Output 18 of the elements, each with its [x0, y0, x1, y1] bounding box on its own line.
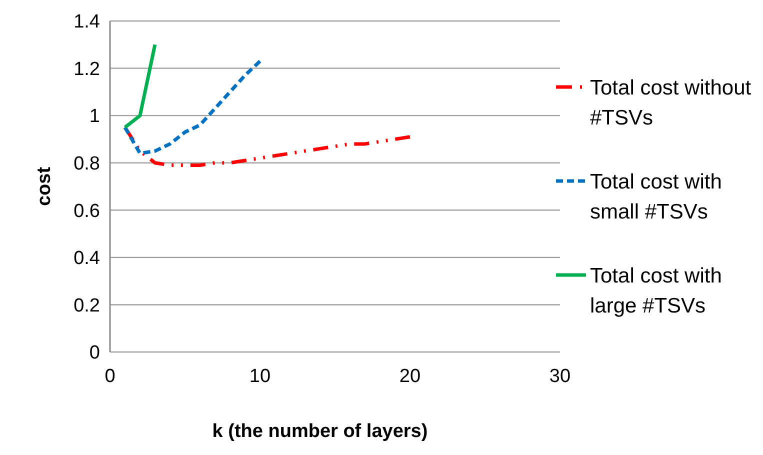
y-axis-title: cost	[34, 166, 55, 206]
legend-label: Total cost with large #TSVs	[590, 264, 722, 318]
y-tick-label: 0.4	[74, 248, 100, 270]
line-series	[123, 59, 262, 156]
y-tick-label: 0.2	[74, 295, 100, 316]
y-tick-label: 1.2	[74, 58, 100, 80]
y-tick-label: 1	[89, 106, 100, 128]
y-tick-label: 0.6	[74, 200, 100, 222]
y-tick-label: 1.4	[74, 12, 100, 33]
x-axis-title: k (the number of layers)	[212, 421, 428, 442]
x-tick-label: 0	[104, 366, 116, 387]
y-tick-label: 0.8	[74, 154, 100, 175]
x-tick-label: 30	[549, 366, 571, 387]
y-tick-label: 0	[89, 342, 100, 364]
x-tick-label: 20	[399, 366, 421, 387]
x-tick-label: 10	[249, 366, 271, 387]
legend-label: Total cost with small #TSVs	[590, 170, 722, 224]
legend-label: Total cost without #TSVs	[590, 76, 752, 130]
